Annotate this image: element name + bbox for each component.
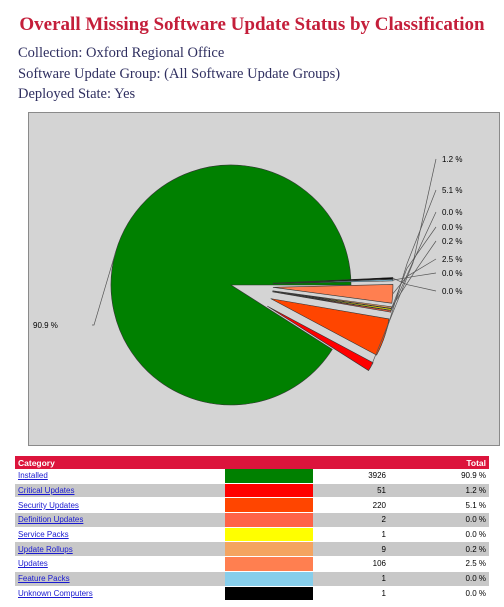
leader-line <box>391 240 437 308</box>
total-column-header: Total <box>389 456 489 469</box>
category-cell: Definition Updates <box>15 512 225 528</box>
table-row: Security Updates 220 5.1 % <box>15 497 489 514</box>
category-link[interactable]: Updates <box>18 559 48 569</box>
pie-slice-label: 2.5 % <box>442 255 462 264</box>
color-swatch <box>225 497 313 514</box>
pie-slice-installed <box>110 164 352 406</box>
category-table: Category Total Installed 3926 90.9 % Critic… <box>15 456 489 602</box>
pie-chart: 90.9 % 1.2 % 5.1 % 0.0 % 0.0 % 0.2 % 2.5 % 0.0 … <box>29 113 499 445</box>
pie-slice-label: 1.2 % <box>442 155 462 164</box>
count-cell: 3926 <box>313 469 389 484</box>
percent-cell: 0.2 % <box>425 541 489 558</box>
update-group-label: Software Update Group: (All Software Upd… <box>18 66 341 82</box>
color-swatch <box>225 512 313 528</box>
spacer-cell <box>389 586 425 602</box>
category-link[interactable]: Installed <box>18 471 48 481</box>
count-cell: 106 <box>313 556 389 572</box>
color-swatch <box>225 541 313 558</box>
count-column-header <box>313 456 389 469</box>
count-cell: 1 <box>313 571 389 587</box>
spacer-cell <box>389 512 425 528</box>
pie-slice-label: 0.0 % <box>442 223 462 232</box>
percent-cell: 1.2 % <box>425 483 489 499</box>
table-row: Definition Updates 2 0.0 % <box>15 512 489 528</box>
pie-slice-label: 0.0 % <box>442 269 462 278</box>
count-cell: 220 <box>313 497 389 514</box>
percent-cell: 0.0 % <box>425 527 489 543</box>
percent-cell: 2.5 % <box>425 556 489 572</box>
pie-slice-label: 0.2 % <box>442 237 462 246</box>
table-row: Feature Packs 1 0.0 % <box>15 571 489 587</box>
category-cell: Security Updates <box>15 497 225 514</box>
color-swatch <box>225 556 313 572</box>
count-cell: 51 <box>313 483 389 499</box>
color-swatch <box>225 527 313 543</box>
pie-slice-label: 0.0 % <box>442 287 462 296</box>
category-link[interactable]: Update Rollups <box>18 544 73 554</box>
spacer-cell <box>389 527 425 543</box>
category-link[interactable]: Definition Updates <box>18 515 84 525</box>
leader-line <box>92 251 117 326</box>
spacer-cell <box>389 571 425 587</box>
spacer-cell <box>389 483 425 499</box>
category-cell: Updates <box>15 556 225 572</box>
leader-line <box>392 277 437 292</box>
spacer-cell <box>389 556 425 572</box>
swatch-column-header <box>225 456 313 469</box>
category-column-header: Category <box>15 456 225 469</box>
pie-chart-panel: 90.9 % 1.2 % 5.1 % 0.0 % 0.0 % 0.2 % 2.5 % 0.0 … <box>28 112 500 446</box>
category-link[interactable]: Critical Updates <box>18 486 75 496</box>
leader-line <box>370 158 437 367</box>
table-row: Updates 106 2.5 % <box>15 556 489 572</box>
pie-slice-unknown-computers <box>272 277 394 284</box>
category-cell: Critical Updates <box>15 483 225 499</box>
pie-slice-label: 90.9 % <box>33 321 58 330</box>
percent-cell: 0.0 % <box>425 512 489 528</box>
category-cell: Update Rollups <box>15 541 225 558</box>
leader-line <box>392 272 437 281</box>
leader-line <box>392 258 437 295</box>
category-link[interactable]: Unknown Computers <box>18 588 93 598</box>
table-row: Installed 3926 90.9 % <box>15 469 489 484</box>
category-link[interactable]: Feature Packs <box>18 574 70 584</box>
leader-line <box>390 211 437 312</box>
category-cell: Installed <box>15 469 225 484</box>
table-row: Service Packs 1 0.0 % <box>15 527 489 543</box>
percent-cell: 0.0 % <box>425 571 489 587</box>
percent-cell: 90.9 % <box>425 469 489 484</box>
table-header-row: Category Total <box>15 456 489 469</box>
table-row: Update Rollups 9 0.2 % <box>15 541 489 558</box>
category-cell: Feature Packs <box>15 571 225 587</box>
count-cell: 1 <box>313 586 389 602</box>
table-row: Critical Updates 51 1.2 % <box>15 483 489 499</box>
count-cell: 1 <box>313 527 389 543</box>
spacer-cell <box>389 497 425 514</box>
color-swatch <box>225 586 313 602</box>
leader-line <box>383 189 437 338</box>
color-swatch <box>225 571 313 587</box>
percent-cell: 0.0 % <box>425 586 489 602</box>
pie-slice-label: 0.0 % <box>442 208 462 217</box>
page-title: Overall Missing Software Update Status b… <box>19 14 485 35</box>
leader-line <box>390 226 437 310</box>
count-cell: 9 <box>313 541 389 558</box>
category-link[interactable]: Service Packs <box>18 530 69 540</box>
category-cell: Service Packs <box>15 527 225 543</box>
percent-cell: 5.1 % <box>425 497 489 514</box>
color-swatch <box>225 483 313 499</box>
spacer-cell <box>389 469 425 484</box>
count-cell: 2 <box>313 512 389 528</box>
pie-slice-label: 5.1 % <box>442 186 462 195</box>
spacer-cell <box>389 541 425 558</box>
table-row: Unknown Computers 1 0.0 % <box>15 586 489 602</box>
color-swatch <box>225 469 313 484</box>
category-cell: Unknown Computers <box>15 586 225 602</box>
category-link[interactable]: Security Updates <box>18 500 79 510</box>
pie-slice-critical-updates <box>267 305 374 371</box>
collection-label: Collection: Oxford Regional Office <box>18 45 225 61</box>
deployed-state-label: Deployed State: Yes <box>18 86 136 102</box>
